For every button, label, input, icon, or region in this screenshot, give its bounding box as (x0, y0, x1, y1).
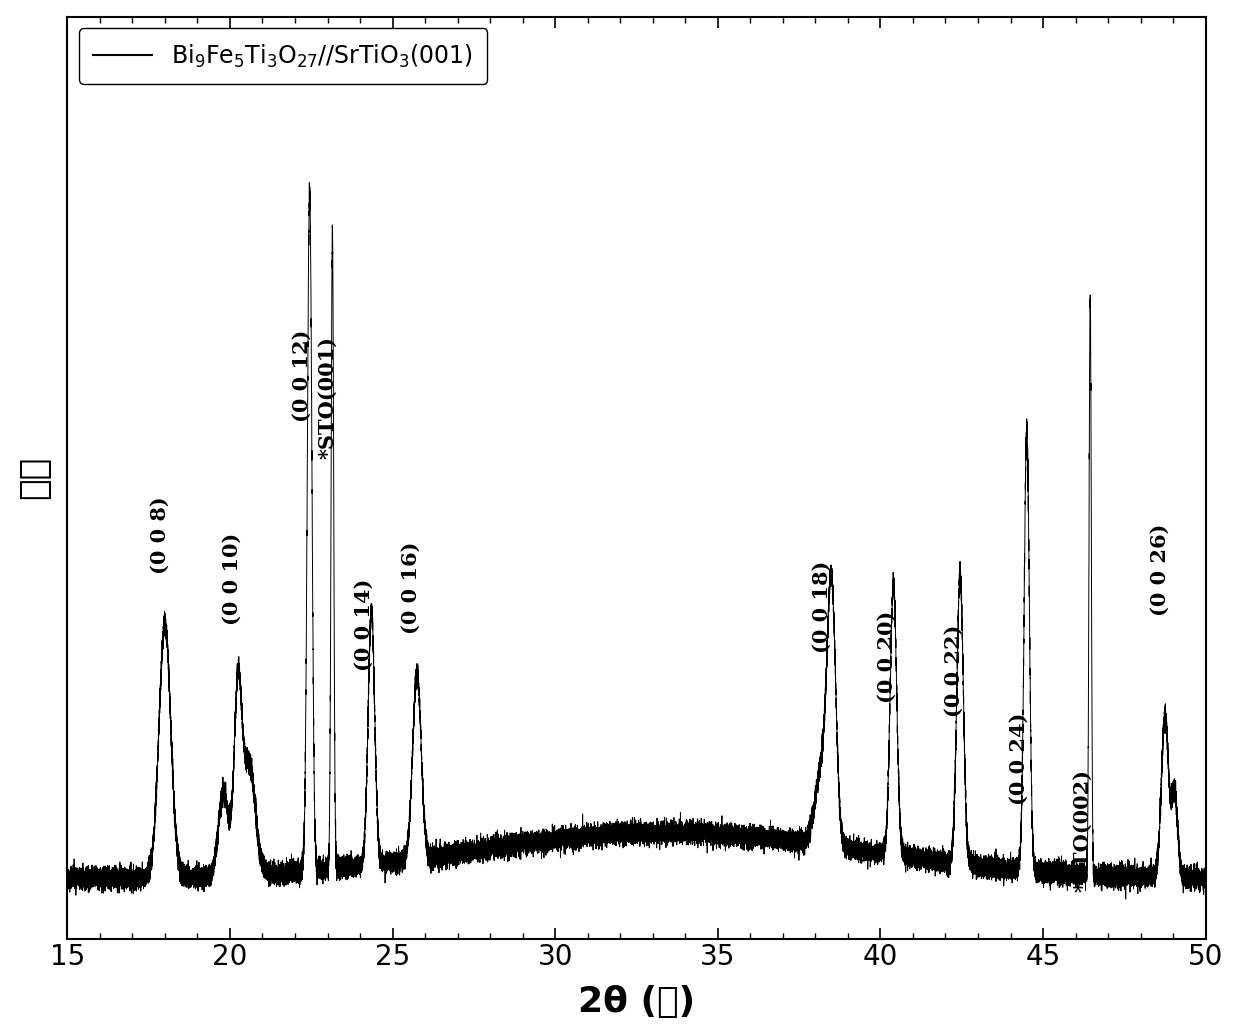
Text: (0 0 10): (0 0 10) (222, 533, 242, 625)
Text: *STO(001): *STO(001) (317, 337, 337, 459)
Text: *STO(002): *STO(002) (1073, 770, 1092, 892)
Y-axis label: 强度: 强度 (16, 456, 51, 499)
Text: (0 0 22): (0 0 22) (944, 625, 963, 717)
Text: (0 0 12): (0 0 12) (291, 329, 311, 423)
Text: (0 0 20): (0 0 20) (877, 611, 897, 703)
Text: (0 0 8): (0 0 8) (150, 497, 170, 574)
X-axis label: 2θ (度): 2θ (度) (578, 985, 696, 1019)
Legend: Bi$_9$Fe$_5$Ti$_3$O$_{27}$//SrTiO$_3$(001): Bi$_9$Fe$_5$Ti$_3$O$_{27}$//SrTiO$_3$(00… (79, 28, 487, 84)
Text: (0 0 24): (0 0 24) (1008, 713, 1029, 805)
Text: (0 0 26): (0 0 26) (1151, 523, 1171, 616)
Text: (0 0 18): (0 0 18) (812, 560, 832, 653)
Text: (0 0 14): (0 0 14) (353, 579, 373, 671)
Text: (0 0 16): (0 0 16) (401, 542, 420, 634)
